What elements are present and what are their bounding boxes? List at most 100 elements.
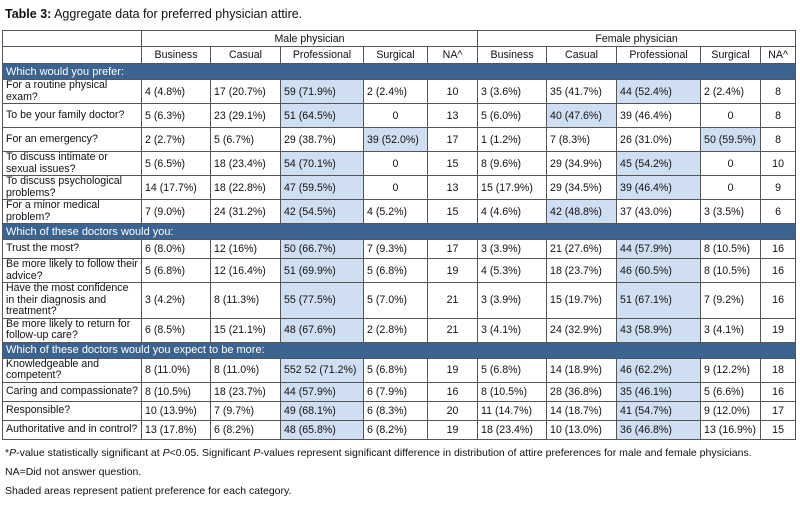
- section-header-row: Which of these doctors would you expect …: [1, 341, 797, 359]
- data-cell: 13: [426, 103, 479, 128]
- table-row: Trust the most? 6 (8.0%) 12 (16%) 50 (66.7%…: [2, 239, 797, 259]
- data-cell: 2 (2.7%): [141, 127, 211, 152]
- data-cell: 44 (57.9%): [280, 381, 364, 402]
- p-italic: P: [9, 447, 17, 459]
- data-cell: 4 (4.6%): [477, 199, 548, 224]
- data-cell: 21: [426, 282, 479, 319]
- data-cell: 29 (38.7%): [280, 127, 364, 152]
- data-cell: 3 (3.9%): [477, 282, 548, 319]
- data-cell: 5 (6.3%): [141, 103, 211, 128]
- data-cell: 29 (34.9%): [546, 151, 618, 176]
- data-cell: 45 (54.2%): [616, 151, 702, 176]
- table-row: Be more likely to follow their advice? 5 …: [2, 258, 797, 283]
- data-cell: 3 (4.1%): [700, 317, 762, 343]
- pvalue-note-text-1: -value statistically significant at: [16, 447, 163, 459]
- section-header-row: Which of these doctors would you:: [1, 223, 797, 240]
- data-cell: 10: [760, 151, 797, 176]
- data-cell: 6: [760, 199, 797, 224]
- data-cell: 13 (17.8%): [141, 419, 211, 440]
- data-cell: 8 (10.5%): [141, 381, 211, 402]
- data-cell: 3 (3.5%): [700, 199, 762, 224]
- section-title: Which of these doctors would you:: [1, 223, 797, 240]
- data-cell: 35 (41.7%): [546, 79, 618, 104]
- data-cell: 8: [760, 79, 797, 104]
- data-cell: 46 (60.5%): [616, 258, 702, 283]
- pvalue-note-text-2: <0.05. Significant: [169, 447, 254, 459]
- data-cell: 5 (6.8%): [363, 258, 428, 283]
- data-cell: 3 (4.1%): [477, 317, 548, 343]
- data-cell: 21 (27.6%): [546, 239, 618, 259]
- na-note: NA=Did not answer question.: [5, 466, 142, 478]
- data-cell: 2 (2.8%): [363, 317, 428, 343]
- data-cell: 0: [700, 151, 762, 176]
- data-cell: 48 (67.6%): [280, 317, 364, 343]
- column-header-male-3: Surgical: [363, 46, 428, 64]
- table-row: Caring and compassionate? 8 (10.5%) 18 (23…: [2, 381, 797, 402]
- data-cell: 15: [760, 419, 797, 440]
- data-cell: 50 (59.5%): [700, 127, 762, 152]
- column-header-male-1: Casual: [210, 46, 281, 64]
- table-row: Knowledgeable and competent? 8 (11.0%) 8 (…: [2, 357, 797, 383]
- data-cell: 28 (36.8%): [546, 381, 618, 402]
- data-cell: 3 (3.9%): [477, 239, 548, 259]
- data-cell: 8 (10.5%): [477, 381, 548, 402]
- data-cell: 19: [426, 357, 479, 383]
- caption-label: Table 3:: [5, 7, 52, 21]
- data-cell: 8: [760, 103, 797, 128]
- column-header-male-4: NA^: [426, 46, 479, 64]
- table-caption: Table 3: Aggregate data for preferred ph…: [5, 7, 302, 21]
- data-cell: 42 (48.8%): [546, 199, 618, 224]
- table-row: For an emergency? 2 (2.7%) 5 (6.7%) 29 (38.…: [2, 127, 797, 152]
- section-title: Which of these doctors would you expect …: [1, 341, 797, 359]
- row-label: For a minor medical problem?: [2, 199, 142, 224]
- data-cell: 26 (31.0%): [616, 127, 702, 152]
- data-cell: 44 (52.4%): [616, 79, 702, 104]
- data-cell: 5 (6.8%): [363, 357, 428, 383]
- data-cell: 17: [426, 127, 479, 152]
- data-cell: 59 (71.9%): [280, 79, 364, 104]
- p-italic: P: [162, 447, 170, 459]
- data-cell: 5 (6.7%): [210, 127, 281, 152]
- section-header-row: Which would you prefer:: [1, 63, 797, 80]
- table-row: To discuss intimate or sexual issues? 5 (…: [2, 151, 797, 176]
- data-cell: 16: [426, 381, 479, 402]
- data-cell: 41 (54.7%): [616, 400, 702, 421]
- data-cell: 50 (66.7%): [280, 239, 364, 259]
- data-cell: 5 (6.8%): [477, 357, 548, 383]
- data-cell: 9: [760, 175, 797, 200]
- data-cell: 24 (32.9%): [546, 317, 618, 343]
- data-cell: 20: [426, 400, 479, 421]
- data-cell: 14 (18.7%): [546, 400, 618, 421]
- data-cell: 0: [700, 103, 762, 128]
- table-row: Be more likely to return for follow-up c…: [2, 317, 797, 343]
- row-label: Authoritative and in control?: [2, 419, 142, 440]
- data-cell: 19: [760, 317, 797, 343]
- data-cell: 19: [426, 419, 479, 440]
- table-row: For a minor medical problem? 7 (9.0%) 24 (…: [2, 199, 797, 224]
- table-row: Responsible? 10 (13.9%) 7 (9.7%) 49 (68.1%)…: [2, 400, 797, 421]
- data-cell: 8 (11.3%): [210, 282, 281, 319]
- data-cell: 12 (16.4%): [210, 258, 281, 283]
- data-cell: 51 (69.9%): [280, 258, 364, 283]
- row-label: Responsible?: [2, 400, 142, 421]
- data-cell: 23 (29.1%): [210, 103, 281, 128]
- data-cell: 7 (9.0%): [141, 199, 211, 224]
- data-cell: 18 (23.7%): [210, 381, 281, 402]
- table-row: For a routine physical exam? 4 (4.8%) 17 (…: [2, 79, 797, 104]
- data-cell: 46 (62.2%): [616, 357, 702, 383]
- data-cell: 29 (34.5%): [546, 175, 618, 200]
- data-cell: 10 (13.0%): [546, 419, 618, 440]
- data-cell: 13: [426, 175, 479, 200]
- data-cell: 8 (10.5%): [700, 258, 762, 283]
- data-cell: 11 (14.7%): [477, 400, 548, 421]
- data-cell: 9 (12.0%): [700, 400, 762, 421]
- data-cell: 18 (23.4%): [210, 151, 281, 176]
- caption-text: Aggregate data for preferred physician a…: [51, 7, 303, 21]
- data-cell: 36 (46.8%): [616, 419, 702, 440]
- data-cell: 44 (57.9%): [616, 239, 702, 259]
- data-cell: 0: [700, 175, 762, 200]
- data-cell: 40 (47.6%): [546, 103, 618, 128]
- p-italic: P: [253, 447, 261, 459]
- row-label: Knowledgeable and competent?: [2, 357, 142, 383]
